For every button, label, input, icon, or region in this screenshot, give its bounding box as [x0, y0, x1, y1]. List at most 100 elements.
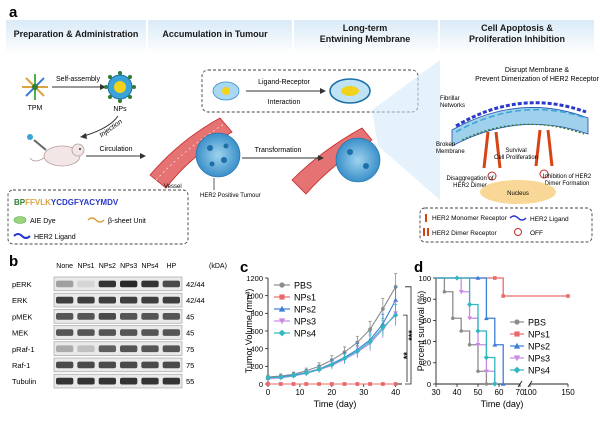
chart-d-point: [467, 301, 473, 308]
blot-column-header: HP: [166, 263, 176, 270]
blot-band: [141, 361, 159, 369]
blot-band: [120, 377, 138, 385]
tpm-molecule-icon: [22, 74, 48, 100]
panel-a-letter: a: [9, 4, 18, 21]
chart-c-legend-label: NPs3: [294, 317, 316, 327]
broken-label-2: Membrane: [436, 149, 465, 155]
chart-d-series-line: [436, 277, 568, 297]
blot-band: [56, 377, 74, 385]
circulation-arrowhead: [140, 153, 146, 159]
blot-strip: [53, 276, 183, 292]
self-assembly-label: Self-assembly: [56, 76, 100, 83]
blot-column-header: None: [56, 263, 73, 270]
chart-c-point: [316, 366, 322, 373]
ligand-receptor-box: [201, 69, 419, 113]
blot-band: [98, 313, 116, 320]
chart-c-x-tick-label: 0: [266, 388, 271, 397]
sequence-label: BPFFVLKYCDGFYACYMDV: [14, 198, 119, 207]
section-title-proliferation: Proliferation Inhibition: [469, 34, 565, 44]
blot-band: [77, 280, 95, 288]
legend-right-box: [419, 207, 593, 243]
blot-band: [120, 329, 138, 336]
legend-her2-ligand-right: HER2 Ligand: [530, 216, 569, 223]
blot-column-header: NPs4: [141, 263, 158, 270]
section-band-3: [294, 20, 438, 54]
chart-c-y-tick-label: 200: [250, 362, 263, 371]
chart-d-point: [501, 294, 505, 298]
blot-column-header: NPs3: [120, 263, 137, 270]
chart-c-y-tick-label: 800: [250, 309, 263, 318]
panel-c-letter: c: [240, 259, 248, 276]
chart-c-legend-label: NPs4: [294, 329, 316, 339]
chart-c-point: [265, 375, 271, 381]
legend-her2-ligand: HER2 Ligand: [34, 234, 76, 241]
ligand-receptor-label-1: Ligand-Receptor: [258, 79, 310, 86]
chart-c-legend-label: PBS: [294, 281, 312, 291]
blot-band: [56, 296, 74, 304]
chart-c-legend-marker: [278, 318, 286, 325]
blot-row-kda: 75: [186, 345, 194, 354]
chart-d-point: [451, 316, 455, 321]
chart-c-point: [342, 382, 347, 386]
blot-band: [162, 329, 180, 336]
blot-row-label: pERK: [12, 280, 32, 289]
chart-c-legend-marker: [279, 294, 285, 300]
chart-d-legend-marker: [514, 319, 520, 325]
blot-band: [98, 280, 116, 288]
blot-band: [56, 280, 74, 288]
her2-ligand-icon: [13, 233, 31, 239]
chart-d-legend-label: PBS: [528, 318, 546, 328]
blot-column-header: NPs1: [77, 263, 94, 270]
chart-c-point: [380, 324, 386, 331]
blot-band: [77, 361, 95, 369]
entwined-np-icon: [329, 78, 371, 104]
section-band-4: [440, 20, 594, 54]
chart-d-legend-marker: [513, 366, 521, 374]
blot-band: [162, 361, 180, 369]
tumour-1-icon: [195, 132, 241, 178]
blot-row-label: MEK: [12, 329, 28, 338]
blot-band: [98, 296, 116, 304]
blot-band: [141, 329, 159, 336]
section-title-entwining: Entwining Membrane: [320, 34, 411, 44]
legend-monomer-receptor: HER2 Monomer Receptor: [432, 215, 508, 222]
chart-d-point: [467, 316, 472, 321]
chart-d-point: [492, 381, 498, 387]
injection-arrowhead: [80, 133, 87, 139]
blot-band: [162, 313, 180, 320]
disrupt-label-1: Disrupt Membrane &: [505, 67, 570, 74]
ligand-np-icon: [212, 81, 240, 101]
legend-beta-sheet: β-sheet Unit: [108, 218, 146, 225]
membrane-zoom-icon: [451, 101, 589, 147]
chart-d-point: [475, 275, 481, 280]
chart-d-legend-marker: [513, 355, 521, 362]
chart-c-bracket-outer: [405, 286, 412, 385]
chart-c-point: [368, 382, 372, 386]
disaggregation-label-2: HER2 Dimer: [453, 183, 487, 189]
chart-c-x-tick-label: 40: [391, 388, 400, 397]
blot-band: [120, 296, 138, 304]
chart-d-y-tick-label: 20: [423, 359, 431, 368]
chart-c-point: [393, 297, 399, 302]
chart-d-point: [492, 342, 498, 347]
nucleus-icon: [480, 180, 556, 204]
blot-row-label: Tubulin: [12, 377, 36, 386]
chart-c-point: [329, 361, 335, 368]
inhibition-label-1: Inhibition of HER2: [543, 174, 592, 180]
chart-d-point: [459, 329, 464, 333]
chart-c-x-tick-label: 10: [295, 388, 304, 397]
section-band-1: [6, 20, 146, 54]
chart-c-x-label: Time (day): [314, 399, 357, 409]
section-title-apoptosis: Cell Apoptosis &: [481, 23, 553, 33]
chart-c-legend-marker: [278, 305, 286, 312]
chart-d-point: [566, 294, 570, 298]
blot-band: [162, 280, 180, 288]
legend-aie-dye: AIE Dye: [30, 218, 56, 225]
blot-band: [141, 280, 159, 288]
mouse-icon: [29, 143, 85, 167]
blot-column-header: NPs2: [99, 263, 116, 270]
blot-strip: [53, 325, 183, 340]
chart-d-point: [458, 289, 464, 295]
chart-d-x-tick-label: 40: [453, 388, 462, 397]
